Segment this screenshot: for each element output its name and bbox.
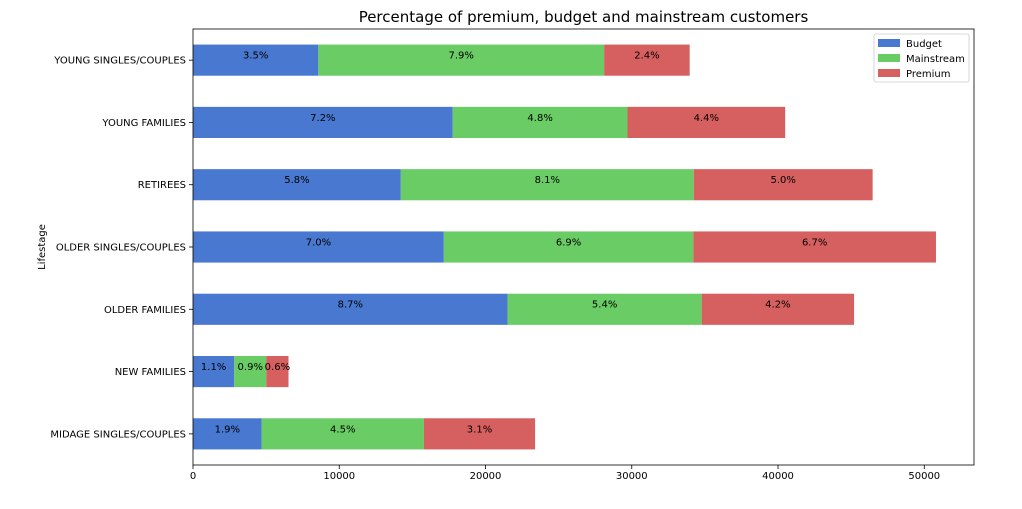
bar-budget-older-singles-couples xyxy=(193,231,444,263)
bar-label-premium-young-singles-couples: 2.4% xyxy=(634,51,659,62)
plot-frame xyxy=(192,28,975,466)
legend-label-budget: Budget xyxy=(906,39,942,50)
y-tick-label-young-families: YOUNG FAMILIES xyxy=(101,118,186,129)
y-tick-label-retirees: RETIREES xyxy=(138,180,186,191)
legend-swatch-budget xyxy=(878,39,900,47)
bar-label-budget-new-families: 1.1% xyxy=(201,362,226,373)
x-tick-label-20000: 20000 xyxy=(470,471,502,482)
y-tick-label-young-singles-couples: YOUNG SINGLES/COUPLES xyxy=(53,56,186,67)
bar-mainstream-older-families xyxy=(507,293,702,325)
bar-label-mainstream-new-families: 0.9% xyxy=(238,362,263,373)
bar-label-mainstream-older-families: 5.4% xyxy=(592,300,617,311)
bar-label-premium-new-families: 0.6% xyxy=(265,362,290,373)
x-tick-label-0: 0 xyxy=(190,471,196,482)
bar-premium-young-singles-couples xyxy=(604,44,690,76)
x-tick-label-30000: 30000 xyxy=(616,471,648,482)
bar-budget-young-singles-couples xyxy=(193,44,319,76)
bar-premium-older-families xyxy=(701,293,855,325)
y-tick-label-midage-singles-couples: MIDAGE SINGLES/COUPLES xyxy=(50,429,186,440)
bar-label-premium-midage-singles-couples: 3.1% xyxy=(467,424,492,435)
bar-label-mainstream-older-singles-couples: 6.9% xyxy=(556,237,581,248)
y-tick-label-older-singles-couples: OLDER SINGLES/COUPLES xyxy=(56,243,186,254)
legend-swatch-premium xyxy=(878,69,900,77)
bar-label-premium-older-singles-couples: 6.7% xyxy=(802,237,827,248)
bar-label-premium-young-families: 4.4% xyxy=(694,113,719,124)
bar-label-budget-older-singles-couples: 7.0% xyxy=(306,237,331,248)
bar-mainstream-midage-singles-couples xyxy=(261,418,424,450)
legend-swatch-mainstream xyxy=(878,54,900,62)
bar-label-premium-older-families: 4.2% xyxy=(765,300,790,311)
bar-label-budget-young-families: 7.2% xyxy=(310,113,335,124)
bar-premium-new-families xyxy=(266,356,289,388)
bar-premium-midage-singles-couples xyxy=(423,418,536,450)
legend-label-mainstream: Mainstream xyxy=(906,54,965,65)
bar-mainstream-young-families xyxy=(452,106,628,138)
bar-mainstream-new-families xyxy=(234,356,267,388)
bar-mainstream-older-singles-couples xyxy=(443,231,694,263)
bar-label-mainstream-retirees: 8.1% xyxy=(535,175,560,186)
bar-budget-midage-singles-couples xyxy=(193,418,262,450)
bar-premium-young-families xyxy=(627,106,786,138)
bar-label-mainstream-young-families: 4.8% xyxy=(527,113,552,124)
bar-mainstream-young-singles-couples xyxy=(318,44,605,76)
bar-budget-young-families xyxy=(193,106,453,138)
x-tick-label-50000: 50000 xyxy=(908,471,940,482)
bar-budget-older-families xyxy=(193,293,508,325)
bar-budget-new-families xyxy=(193,356,235,388)
bar-mainstream-retirees xyxy=(400,169,694,201)
y-tick-label-new-families: NEW FAMILIES xyxy=(115,367,186,378)
bar-label-budget-retirees: 5.8% xyxy=(284,175,309,186)
y-tick-label-older-families: OLDER FAMILIES xyxy=(104,305,186,316)
legend-label-premium: Premium xyxy=(906,69,951,80)
y-axis-label: Lifestage xyxy=(37,224,48,270)
x-tick-label-10000: 10000 xyxy=(323,471,355,482)
x-tick-label-40000: 40000 xyxy=(762,471,794,482)
bar-label-mainstream-midage-singles-couples: 4.5% xyxy=(330,424,355,435)
bar-budget-retirees xyxy=(193,169,401,201)
bar-label-budget-older-families: 8.7% xyxy=(338,300,363,311)
bar-premium-older-singles-couples xyxy=(693,231,936,263)
chart-title: Percentage of premium, budget and mainst… xyxy=(359,8,809,26)
bar-label-budget-young-singles-couples: 3.5% xyxy=(243,51,268,62)
bar-label-mainstream-young-singles-couples: 7.9% xyxy=(449,51,474,62)
bar-label-budget-midage-singles-couples: 1.9% xyxy=(215,424,240,435)
bar-label-premium-retirees: 5.0% xyxy=(771,175,796,186)
bar-premium-retirees xyxy=(693,169,873,201)
